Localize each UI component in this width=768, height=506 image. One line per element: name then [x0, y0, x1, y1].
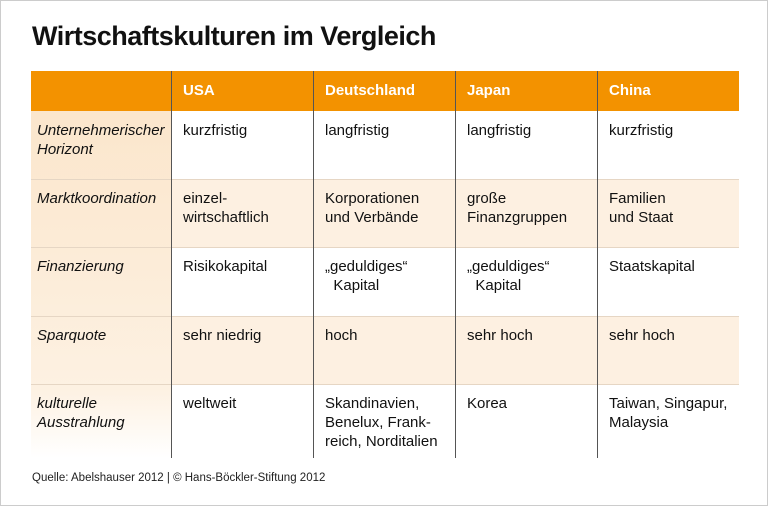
- row-label: Sparquote: [37, 327, 107, 344]
- row-label: Unternehmerischer Horizont: [37, 122, 165, 158]
- column-divider: [455, 71, 456, 458]
- table-cell: hoch: [325, 327, 358, 344]
- table-cell: einzel- wirtschaftlich: [183, 190, 269, 226]
- column-header: China: [609, 82, 651, 99]
- table-cell: Skandinavien, Benelux, Frank- reich, Nor…: [325, 395, 438, 450]
- table-cell: kurzfristig: [609, 122, 674, 139]
- table-cell: langfristig: [467, 122, 532, 139]
- table-cell: kurzfristig: [183, 122, 248, 139]
- column-header: USA: [183, 82, 215, 99]
- table-cell: sehr hoch: [467, 327, 533, 344]
- column-header: Deutschland: [325, 82, 416, 99]
- row-divider: [31, 247, 739, 248]
- table-cell: „geduldiges“ Kapital: [325, 258, 408, 294]
- column-divider: [597, 71, 598, 458]
- table-cell: sehr niedrig: [183, 327, 262, 344]
- table-cell: langfristig: [325, 122, 390, 139]
- table-cell: Taiwan, Singapur, Malaysia: [609, 395, 728, 431]
- source-note: Quelle: Abelshauser 2012 | © Hans-Böckle…: [32, 472, 326, 484]
- table-cell: weltweit: [183, 395, 237, 412]
- table-cell: Korporationen und Verbände: [325, 190, 420, 226]
- row-divider: [31, 179, 739, 180]
- row-divider: [31, 384, 739, 385]
- column-divider: [313, 71, 314, 458]
- table-cell: sehr hoch: [609, 327, 675, 344]
- table-cell: Staatskapital: [609, 258, 695, 275]
- header-row: [31, 71, 739, 111]
- table-cell: große Finanzgruppen: [467, 190, 568, 226]
- table-cell: Korea: [467, 395, 508, 412]
- table-cell: „geduldiges“ Kapital: [467, 258, 550, 294]
- row-divider: [31, 316, 739, 317]
- table-cell: Familien und Staat: [609, 190, 674, 226]
- column-divider: [171, 71, 172, 458]
- row-label: Finanzierung: [37, 258, 124, 275]
- table-cell: Risikokapital: [183, 258, 268, 275]
- column-header: Japan: [467, 82, 511, 99]
- title: Wirtschaftskulturen im Vergleich: [32, 21, 436, 51]
- label-column: [31, 111, 171, 458]
- row-label: kulturelle Ausstrahlung: [37, 395, 125, 431]
- row-label: Marktkoordination: [37, 190, 157, 207]
